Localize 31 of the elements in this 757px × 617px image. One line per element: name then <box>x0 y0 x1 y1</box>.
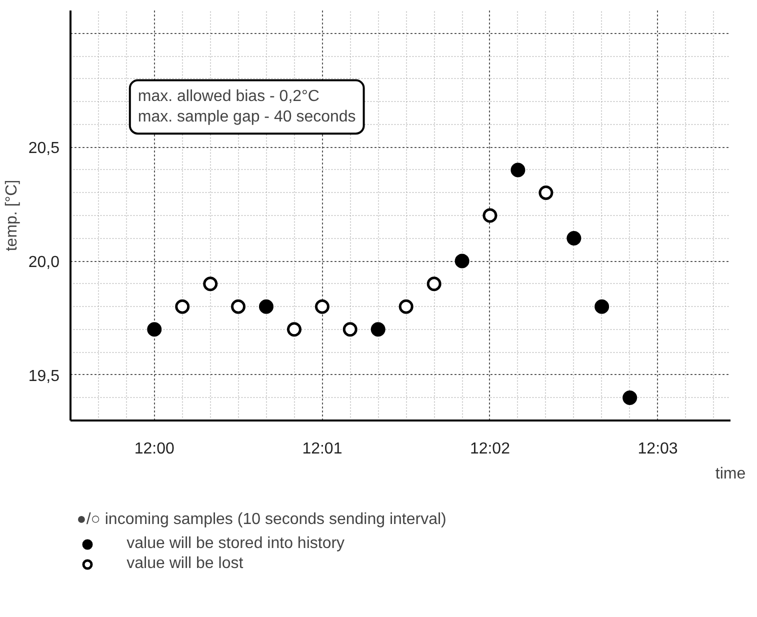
y-tick-label: 20,0 <box>28 254 60 272</box>
point <box>454 254 470 268</box>
x-tick-label: 12:03 <box>638 440 678 458</box>
y-tick-label: 19,5 <box>28 368 60 385</box>
point <box>147 322 162 337</box>
y-axis-title: temp. [°C] <box>3 180 20 252</box>
x-axis-title: time <box>715 466 746 482</box>
point <box>203 276 218 292</box>
point <box>175 299 190 314</box>
point <box>286 322 302 337</box>
legend-label: value will be stored into history <box>126 535 345 553</box>
x-tick-label: 12:01 <box>302 440 342 458</box>
x-tick-label: 12:02 <box>470 440 510 458</box>
point <box>622 390 638 405</box>
x-tick-label: 12:00 <box>134 440 174 458</box>
point <box>538 185 554 200</box>
point <box>426 276 442 292</box>
point <box>258 299 274 314</box>
point <box>314 299 330 314</box>
annotation: max. allowed bias - 0,2°C max. sample gap - 40 seconds <box>138 88 356 126</box>
y-tick-label: 20,5 <box>28 140 60 158</box>
point <box>398 299 414 314</box>
point <box>370 322 386 337</box>
point <box>566 231 582 246</box>
point <box>342 322 358 337</box>
point <box>230 299 246 314</box>
legend-title: ●/○ incoming samples (10 seconds sending interval) <box>76 511 446 529</box>
legend-label: value will be lost <box>126 555 244 573</box>
point <box>510 162 526 178</box>
point <box>594 299 610 314</box>
point <box>482 208 498 223</box>
